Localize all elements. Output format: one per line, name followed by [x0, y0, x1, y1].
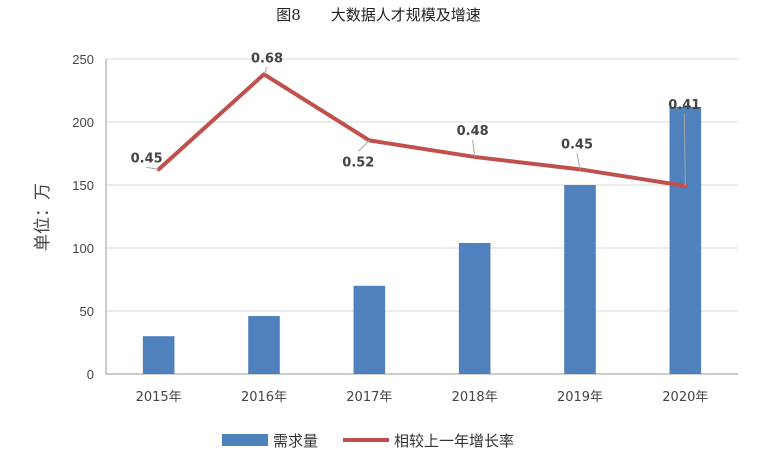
y-tick-label: 0 — [87, 367, 94, 382]
x-category-label: 2018年 — [452, 390, 498, 405]
chart-title-prefix: 图8 — [276, 6, 301, 24]
grid-lines — [105, 58, 738, 375]
bar — [458, 242, 491, 374]
chart-title-text: 大数据人才规模及增速 — [330, 6, 481, 24]
x-axis-categories: 2015年 2016年 2017年 2018年 2019年 2020年 — [136, 390, 709, 405]
y-tick-label: 200 — [72, 115, 94, 130]
x-category-label: 2020年 — [662, 390, 708, 405]
bar — [353, 285, 386, 374]
line-series — [156, 72, 688, 188]
leader-line — [472, 139, 476, 157]
data-label: 0.45 — [561, 137, 593, 152]
x-category-label: 2017年 — [346, 390, 392, 405]
legend-label-bar: 需求量 — [273, 432, 318, 450]
bar — [564, 185, 596, 374]
y-tick-label: 50 — [80, 304, 94, 319]
bar — [248, 316, 280, 374]
leader-line — [263, 67, 268, 75]
data-label: 0.41 — [668, 98, 700, 113]
legend: 需求量 相较上一年增长率 — [222, 432, 514, 450]
label-leader-lines — [146, 67, 686, 186]
y-tick-label: 150 — [72, 178, 94, 193]
line-path — [156, 72, 688, 188]
data-labels: 0.45 0.68 0.52 0.48 0.45 0.41 — [131, 51, 701, 170]
data-label: 0.68 — [251, 51, 283, 66]
x-category-label: 2015年 — [136, 390, 182, 405]
leader-line — [683, 113, 686, 186]
y-tick-label: 250 — [72, 52, 94, 67]
data-label: 0.45 — [131, 151, 163, 166]
data-label: 0.48 — [457, 124, 489, 139]
leader-line — [576, 153, 581, 170]
chart-title: 图8 大数据人才规模及增速 — [0, 4, 757, 25]
leader-line — [146, 166, 159, 170]
legend-label-line: 相较上一年增长率 — [394, 432, 514, 450]
legend-swatch-bar — [222, 434, 268, 446]
data-label: 0.52 — [342, 155, 374, 170]
y-axis-ticks: 0 50 100 150 200 250 — [72, 52, 94, 382]
leader-line — [357, 140, 370, 152]
y-tick-label: 100 — [72, 241, 94, 256]
y-axis-label: 单位：万 — [33, 183, 53, 251]
x-category-label: 2019年 — [557, 390, 603, 405]
bar — [669, 106, 702, 374]
bar — [142, 336, 175, 374]
x-category-label: 2016年 — [241, 390, 287, 405]
bar-series — [142, 106, 702, 374]
